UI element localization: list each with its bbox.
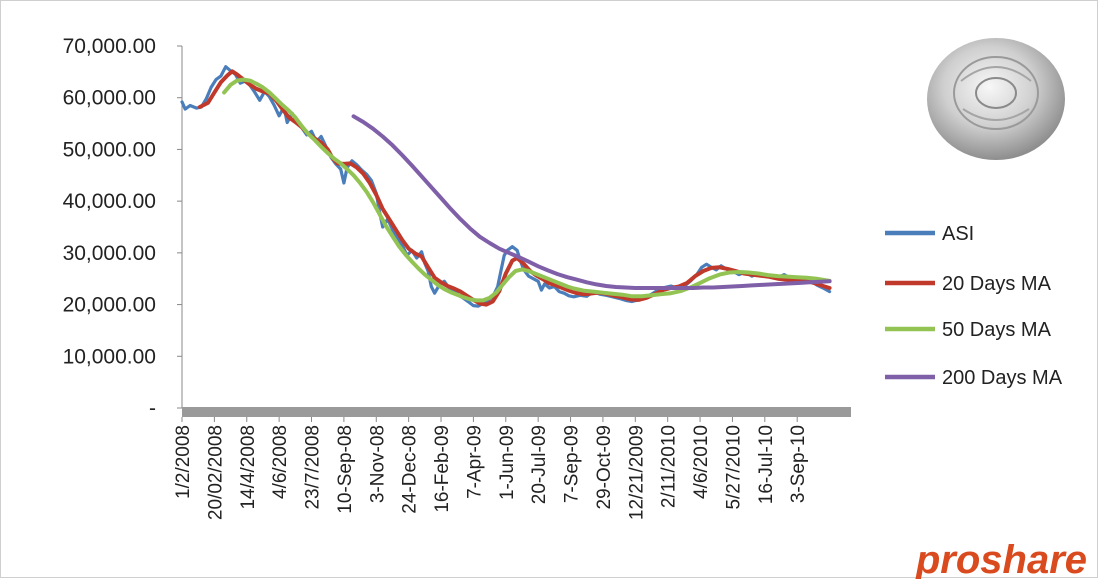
x-tick-label: 5/27/2010 — [723, 425, 744, 510]
y-tick-label: 10,000.00 — [63, 345, 156, 368]
y-tick-label: 70,000.00 — [63, 35, 156, 58]
x-tick-label: 4/6/2008 — [270, 425, 291, 499]
x-tick-label: 7-Sep-09 — [562, 425, 583, 503]
chart-axes: - 10,000.00 20,000.00 30,000.00 40,000.00 50,… — [63, 35, 851, 520]
legend-label: 20 Days MA — [942, 273, 1052, 295]
x-tick-label: 16-Jul-10 — [756, 425, 777, 504]
series-line-20-days-ma — [197, 69, 832, 307]
x-tick-label: 12/21/2009 — [626, 425, 647, 520]
legend-label: ASI — [942, 223, 974, 245]
x-tick-label: 4/6/2010 — [691, 425, 712, 499]
y-tick-label: 60,000.00 — [63, 87, 156, 110]
y-tick-label: - — [149, 397, 156, 420]
x-tick-label: 23/7/2008 — [303, 425, 324, 510]
x-axis-band — [182, 407, 851, 417]
x-tick-label: 2/11/2010 — [659, 425, 680, 508]
x-tick-label: 29-Oct-09 — [594, 425, 615, 509]
legend-label: 50 Days MA — [942, 319, 1052, 341]
x-tick-label: 20/02/2008 — [205, 425, 226, 520]
x-tick-label: 20-Jul-09 — [529, 425, 550, 504]
x-tick-label: 1-Jun-09 — [497, 425, 518, 500]
x-tick-label: 3-Nov-08 — [367, 425, 388, 503]
proshare-logo-text: proshare — [915, 538, 1087, 579]
y-tick-label: 30,000.00 — [63, 242, 156, 265]
x-tick-label: 3-Sep-10 — [788, 425, 809, 503]
x-tick-label: 1/2/2008 — [173, 425, 194, 499]
series-line-50-days-ma — [222, 77, 832, 303]
coin-emblem-icon — [927, 38, 1065, 160]
chart-series — [180, 65, 832, 308]
x-tick-label: 16-Feb-09 — [432, 425, 453, 513]
y-tick-label: 40,000.00 — [63, 190, 156, 213]
x-tick-label: 24-Dec-08 — [400, 425, 421, 514]
proshare-logo: proshare — [915, 538, 1087, 579]
legend-label: 200 Days MA — [942, 367, 1063, 389]
y-tick-label: 50,000.00 — [63, 138, 156, 161]
chart-legend: ASI 20 Days MA 50 Days MA 200 Days MA — [885, 223, 1063, 389]
y-tick-label: 20,000.00 — [63, 294, 156, 317]
x-tick-label: 7-Apr-09 — [464, 425, 485, 499]
series-line-200-days-ma — [351, 114, 832, 290]
x-tick-label: 10-Sep-08 — [335, 425, 356, 514]
x-tick-label: 14/4/2008 — [238, 425, 259, 510]
